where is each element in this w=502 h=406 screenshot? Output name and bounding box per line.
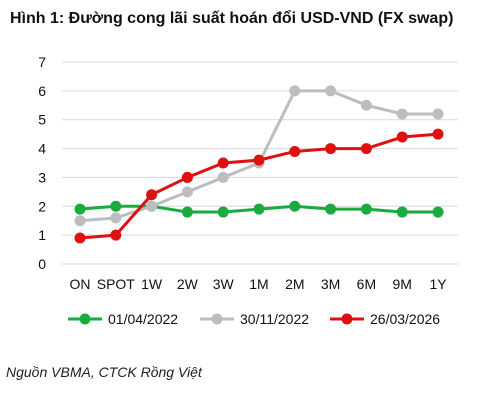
data-point	[289, 145, 301, 157]
legend-label: 26/03/2026	[370, 311, 440, 327]
y-tick-label: 5	[38, 112, 46, 128]
x-tick-label: 3W	[213, 276, 235, 292]
y-tick-label: 2	[38, 198, 46, 214]
data-point	[360, 203, 372, 215]
legend-swatch-marker	[341, 313, 353, 325]
data-point	[360, 99, 372, 111]
data-point	[74, 215, 86, 227]
x-tick-label: 1M	[249, 276, 268, 292]
data-point	[146, 200, 158, 212]
data-point	[110, 212, 122, 224]
x-tick-label: 2W	[177, 276, 199, 292]
y-tick-label: 1	[38, 227, 46, 243]
data-point	[217, 171, 229, 183]
series-layer	[74, 85, 444, 244]
data-point	[181, 206, 193, 218]
data-point	[253, 154, 265, 166]
y-tick-label: 7	[38, 54, 46, 70]
data-point	[325, 143, 337, 155]
data-point	[74, 232, 86, 244]
legend: 01/04/2022 30/11/2022 26/03/2026	[68, 311, 440, 327]
data-point	[360, 143, 372, 155]
data-point	[396, 206, 408, 218]
data-point	[110, 200, 122, 212]
data-point	[325, 203, 337, 215]
data-point	[396, 108, 408, 120]
data-point	[432, 206, 444, 218]
data-point	[432, 128, 444, 140]
data-point	[396, 131, 408, 143]
series-3	[74, 128, 444, 244]
legend-label: 30/11/2022	[240, 311, 309, 327]
legend-item-3: 26/03/2026	[330, 311, 440, 327]
source-note: Nguồn VBMA, CTCK Rồng Việt	[6, 364, 202, 380]
data-point	[146, 189, 158, 201]
x-tick-label: 3M	[321, 276, 340, 292]
series-line	[78, 132, 440, 240]
x-tick-label: ON	[70, 276, 91, 292]
x-tick-label: 2M	[285, 276, 304, 292]
x-tick-label: 6M	[357, 276, 376, 292]
legend-swatch-marker	[79, 313, 91, 325]
series-1	[74, 200, 444, 218]
data-point	[181, 186, 193, 198]
y-tick-label: 3	[38, 169, 46, 185]
chart-title: Hình 1: Đường cong lãi suất hoán đổi USD…	[10, 10, 454, 27]
x-tick-label: 1Y	[429, 276, 447, 292]
data-point	[289, 85, 301, 97]
data-point	[253, 203, 265, 215]
data-point	[110, 229, 122, 241]
legend-item-2: 30/11/2022	[200, 311, 309, 327]
x-tick-label: 1W	[141, 276, 163, 292]
data-point	[74, 203, 86, 215]
y-axis-ticks: 0 1 2 3 4 5 6 7	[38, 54, 46, 272]
x-axis-ticks: ON SPOT 1W 2W 3W 1M 2M 3M 6M 9M 1Y	[70, 276, 448, 292]
legend-label: 01/04/2022	[108, 311, 178, 327]
legend-item-1: 01/04/2022	[68, 311, 178, 327]
y-tick-label: 0	[38, 256, 46, 272]
data-point	[432, 108, 444, 120]
data-point	[289, 200, 301, 212]
x-tick-label: 9M	[392, 276, 411, 292]
legend-swatch-marker	[211, 313, 223, 325]
y-tick-label: 4	[38, 141, 46, 157]
data-point	[325, 85, 337, 97]
y-tick-label: 6	[38, 83, 46, 99]
x-tick-label: SPOT	[97, 276, 136, 292]
data-point	[181, 171, 193, 183]
data-point	[217, 206, 229, 218]
data-point	[217, 157, 229, 169]
